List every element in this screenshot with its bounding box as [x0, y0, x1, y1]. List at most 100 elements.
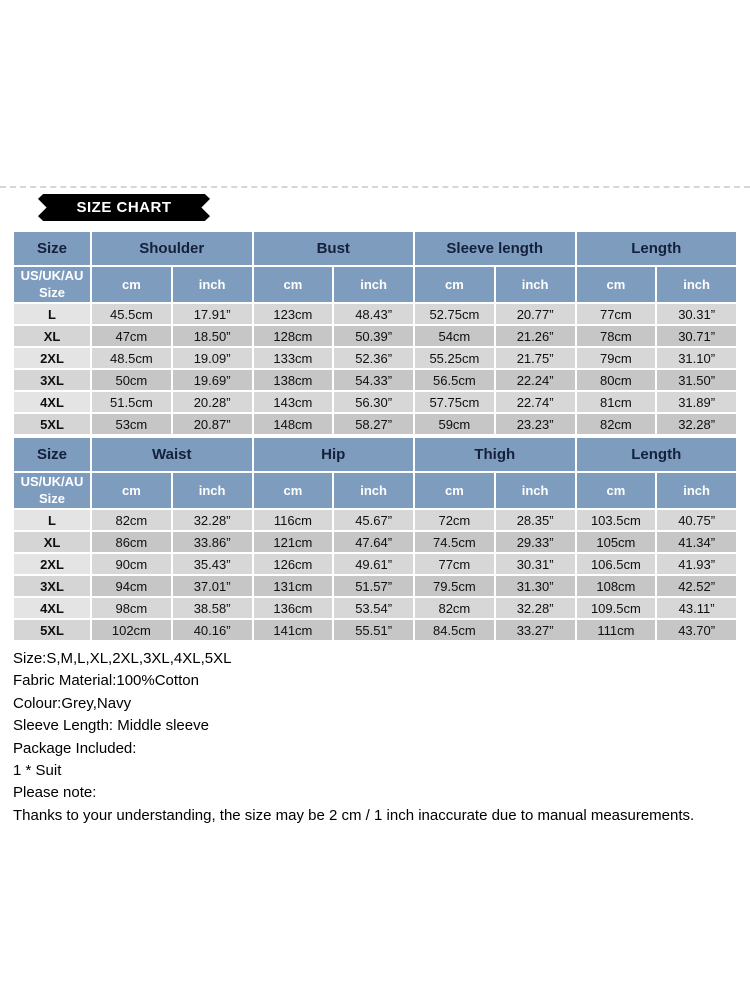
measurement-cell: 19.69”: [170, 368, 254, 392]
measurement-cell: 81cm: [574, 390, 658, 414]
measurement-cell: 53.54”: [332, 596, 415, 620]
note-colour: Colour:Grey,Navy: [13, 694, 132, 712]
measurement-cell: 109.5cm: [574, 596, 658, 620]
measurement-cell: 80cm: [574, 368, 658, 392]
measurement-cell: 32.28”: [170, 508, 254, 532]
size-tables-container: Size Shoulder Bust Sleeve length Length …: [12, 230, 738, 642]
measurement-cell: 51.57”: [332, 574, 415, 598]
measurement-cell: 53cm: [90, 412, 173, 436]
measurement-cell: 43.11”: [655, 596, 738, 620]
size-row: 3XL 94cm 37.01” 131cm 51.57” 79.5cm 31.30” 108c…: [12, 574, 738, 598]
size-subheader: US/UK/AU Size: [12, 471, 92, 510]
column-header-length: Length: [574, 230, 738, 267]
size-label: 3XL: [12, 368, 92, 392]
measurement-cell: 50cm: [90, 368, 173, 392]
measurement-cell: 116cm: [251, 508, 335, 532]
measurement-cell: 22.24”: [493, 368, 577, 392]
unit-cm-header: cm: [413, 265, 496, 304]
note-size-range: Size:S,M,L,XL,2XL,3XL,4XL,5XL: [13, 650, 232, 667]
measurement-cell: 59cm: [413, 412, 496, 436]
measurement-cell: 33.27”: [493, 618, 577, 642]
measurement-cell: 31.30”: [493, 574, 577, 598]
measurement-cell: 51.5cm: [90, 390, 173, 414]
unit-inch-header: inch: [493, 471, 577, 510]
unit-cm-header: cm: [251, 471, 335, 510]
lower-size-table: Size Waist Hip Thigh Length US/UK/AU Siz…: [12, 436, 738, 642]
table-header-row: Size Waist Hip Thigh Length: [12, 436, 738, 473]
measurement-cell: 38.58”: [170, 596, 254, 620]
measurement-cell: 49.61”: [332, 552, 415, 576]
size-label: 2XL: [12, 346, 92, 370]
unit-inch-header: inch: [493, 265, 577, 304]
measurement-cell: 21.75”: [493, 346, 577, 370]
measurement-cell: 33.86”: [170, 530, 254, 554]
unit-inch-header: inch: [655, 265, 738, 304]
measurement-cell: 41.34”: [655, 530, 738, 554]
size-label: XL: [12, 324, 92, 348]
measurement-cell: 133cm: [251, 346, 335, 370]
measurement-cell: 41.93”: [655, 552, 738, 576]
size-row: 5XL 53cm 20.87” 148cm 58.27” 59cm 23.23” 82cm 32…: [12, 412, 738, 436]
column-header-shoulder: Shoulder: [90, 230, 254, 267]
measurement-cell: 31.10”: [655, 346, 738, 370]
measurement-cell: 55.25cm: [413, 346, 496, 370]
measurement-cell: 22.74”: [493, 390, 577, 414]
measurement-cell: 72cm: [413, 508, 496, 532]
measurement-cell: 82cm: [90, 508, 173, 532]
measurement-cell: 17.91”: [170, 302, 254, 326]
measurement-cell: 98cm: [90, 596, 173, 620]
measurement-cell: 77cm: [413, 552, 496, 576]
measurement-cell: 141cm: [251, 618, 335, 642]
measurement-cell: 30.31”: [655, 302, 738, 326]
size-chart-ribbon: SIZE CHART: [38, 194, 210, 221]
column-header-sleeve-length: Sleeve length: [413, 230, 577, 267]
measurement-cell: 105cm: [574, 530, 658, 554]
measurement-cell: 79.5cm: [413, 574, 496, 598]
measurement-cell: 31.89”: [655, 390, 738, 414]
column-header-waist: Waist: [90, 436, 254, 473]
note-fabric-material: Fabric Material:100%Cotton: [13, 672, 199, 690]
measurement-cell: 18.50”: [170, 324, 254, 348]
column-header-length: Length: [574, 436, 738, 473]
measurement-cell: 52.36”: [332, 346, 415, 370]
perforation-line: [0, 186, 750, 188]
size-label: 2XL: [12, 552, 92, 576]
measurement-cell: 78cm: [574, 324, 658, 348]
size-label: L: [12, 302, 92, 326]
size-row: L 82cm 32.28” 116cm 45.67” 72cm 28.35” 103.5cm 4…: [12, 508, 738, 532]
size-label: XL: [12, 530, 92, 554]
size-row: 2XL 48.5cm 19.09” 133cm 52.36” 55.25cm 21.75” 7…: [12, 346, 738, 370]
measurement-cell: 54cm: [413, 324, 496, 348]
unit-inch-header: inch: [170, 265, 254, 304]
unit-cm-header: cm: [90, 265, 173, 304]
size-column-header: Size: [12, 436, 92, 473]
unit-header-row: US/UK/AU Size cm inch cm inch cm inch cm…: [12, 471, 738, 510]
measurement-cell: 111cm: [574, 618, 658, 642]
measurement-cell: 136cm: [251, 596, 335, 620]
measurement-cell: 20.77”: [493, 302, 577, 326]
measurement-cell: 108cm: [574, 574, 658, 598]
measurement-cell: 131cm: [251, 574, 335, 598]
measurement-cell: 56.30”: [332, 390, 415, 414]
size-label: 3XL: [12, 574, 92, 598]
measurement-cell: 143cm: [251, 390, 335, 414]
measurement-cell: 30.71”: [655, 324, 738, 348]
measurement-cell: 20.28”: [170, 390, 254, 414]
measurement-cell: 86cm: [90, 530, 173, 554]
size-label: 5XL: [12, 412, 92, 436]
measurement-cell: 54.33”: [332, 368, 415, 392]
measurement-cell: 77cm: [574, 302, 658, 326]
size-column-header: Size: [12, 230, 92, 267]
measurement-cell: 102cm: [90, 618, 173, 642]
measurement-cell: 56.5cm: [413, 368, 496, 392]
size-label: 5XL: [12, 618, 92, 642]
measurement-cell: 45.67”: [332, 508, 415, 532]
unit-header-row: US/UK/AU Size cm inch cm inch cm inch cm…: [12, 265, 738, 304]
size-label: 4XL: [12, 390, 92, 414]
measurement-cell: 90cm: [90, 552, 173, 576]
measurement-cell: 82cm: [574, 412, 658, 436]
measurement-cell: 47.64”: [332, 530, 415, 554]
note-package-included: Package Included:: [13, 739, 137, 757]
measurement-cell: 103.5cm: [574, 508, 658, 532]
unit-cm-header: cm: [413, 471, 496, 510]
